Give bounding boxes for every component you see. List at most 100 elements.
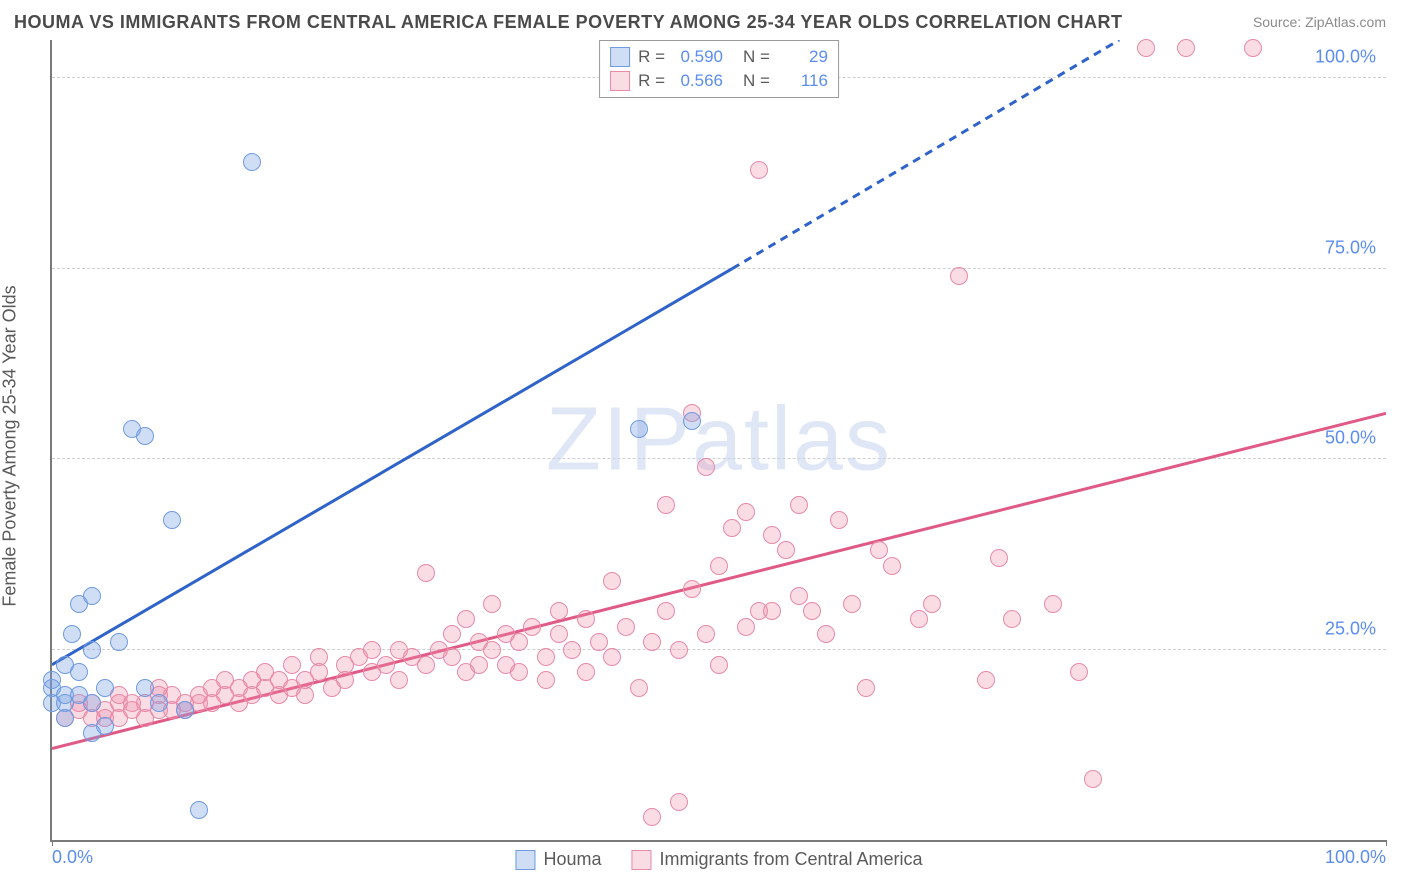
data-point bbox=[883, 557, 901, 575]
data-point bbox=[1003, 610, 1021, 628]
data-point bbox=[790, 587, 808, 605]
x-tick-label: 0.0% bbox=[52, 847, 93, 868]
legend-swatch-b2 bbox=[631, 850, 651, 870]
data-point bbox=[737, 503, 755, 521]
data-point bbox=[56, 709, 74, 727]
data-point bbox=[417, 656, 435, 674]
legend-n-label-b: N = bbox=[743, 71, 770, 91]
legend-row-a: R = 0.590 N = 29 bbox=[610, 45, 828, 69]
data-point bbox=[550, 625, 568, 643]
data-point bbox=[1137, 39, 1155, 57]
data-point bbox=[363, 641, 381, 659]
data-point bbox=[643, 808, 661, 826]
data-point bbox=[790, 496, 808, 514]
data-point bbox=[763, 526, 781, 544]
data-point bbox=[70, 663, 88, 681]
series-label-b: Immigrants from Central America bbox=[659, 849, 922, 870]
data-point bbox=[950, 267, 968, 285]
y-axis-label: Female Poverty Among 25-34 Year Olds bbox=[0, 285, 21, 606]
data-point bbox=[483, 641, 501, 659]
data-point bbox=[537, 648, 555, 666]
data-point bbox=[283, 656, 301, 674]
data-point bbox=[243, 153, 261, 171]
series-legend-item-a: Houma bbox=[515, 849, 601, 870]
data-point bbox=[163, 511, 181, 529]
data-point bbox=[910, 610, 928, 628]
data-point bbox=[523, 618, 541, 636]
data-point bbox=[470, 656, 488, 674]
legend-n-value-a: 29 bbox=[778, 47, 828, 67]
legend-n-label-a: N = bbox=[743, 47, 770, 67]
data-point bbox=[990, 549, 1008, 567]
gridline bbox=[52, 649, 1386, 650]
data-point bbox=[643, 633, 661, 651]
source-attribution: Source: ZipAtlas.com bbox=[1253, 14, 1386, 30]
y-tick-label: 75.0% bbox=[1325, 237, 1376, 258]
watermark: ZIPatlas bbox=[546, 389, 892, 492]
data-point bbox=[83, 694, 101, 712]
data-point bbox=[176, 701, 194, 719]
data-point bbox=[457, 610, 475, 628]
legend-r-value-a: 0.590 bbox=[673, 47, 723, 67]
data-point bbox=[510, 633, 528, 651]
data-point bbox=[63, 625, 81, 643]
data-point bbox=[1070, 663, 1088, 681]
data-point bbox=[603, 572, 621, 590]
series-label-a: Houma bbox=[543, 849, 601, 870]
data-point bbox=[310, 648, 328, 666]
data-point bbox=[817, 625, 835, 643]
data-point bbox=[96, 717, 114, 735]
data-point bbox=[443, 625, 461, 643]
data-point bbox=[296, 686, 314, 704]
series-legend-item-b: Immigrants from Central America bbox=[631, 849, 922, 870]
legend-r-value-b: 0.566 bbox=[673, 71, 723, 91]
data-point bbox=[670, 641, 688, 659]
gridline bbox=[52, 268, 1386, 269]
legend-r-label-b: R = bbox=[638, 71, 665, 91]
data-point bbox=[1044, 595, 1062, 613]
chart-title: HOUMA VS IMMIGRANTS FROM CENTRAL AMERICA… bbox=[14, 12, 1123, 33]
data-point bbox=[630, 679, 648, 697]
data-point bbox=[830, 511, 848, 529]
data-point bbox=[1177, 39, 1195, 57]
data-point bbox=[683, 580, 701, 598]
data-point bbox=[750, 161, 768, 179]
data-point bbox=[417, 564, 435, 582]
data-point bbox=[110, 633, 128, 651]
data-point bbox=[803, 602, 821, 620]
data-point bbox=[190, 801, 208, 819]
data-point bbox=[603, 648, 621, 666]
data-point bbox=[577, 610, 595, 628]
x-tick-label: 100.0% bbox=[1325, 847, 1386, 868]
data-point bbox=[630, 420, 648, 438]
legend-swatch-b bbox=[610, 71, 630, 91]
data-point bbox=[577, 663, 595, 681]
gridline bbox=[52, 458, 1386, 459]
data-point bbox=[697, 625, 715, 643]
data-point bbox=[763, 602, 781, 620]
data-point bbox=[737, 618, 755, 636]
data-point bbox=[710, 656, 728, 674]
legend-n-value-b: 116 bbox=[778, 71, 828, 91]
data-point bbox=[710, 557, 728, 575]
data-point bbox=[443, 648, 461, 666]
data-point bbox=[1244, 39, 1262, 57]
data-point bbox=[870, 541, 888, 559]
data-point bbox=[550, 602, 568, 620]
data-point bbox=[857, 679, 875, 697]
legend-swatch-a2 bbox=[515, 850, 535, 870]
series-legend: Houma Immigrants from Central America bbox=[515, 849, 922, 870]
data-point bbox=[843, 595, 861, 613]
data-point bbox=[1084, 770, 1102, 788]
data-point bbox=[336, 671, 354, 689]
data-point bbox=[377, 656, 395, 674]
y-tick-label: 50.0% bbox=[1325, 428, 1376, 449]
data-point bbox=[563, 641, 581, 659]
data-point bbox=[657, 496, 675, 514]
legend-r-label-a: R = bbox=[638, 47, 665, 67]
legend-row-b: R = 0.566 N = 116 bbox=[610, 69, 828, 93]
data-point bbox=[390, 671, 408, 689]
data-point bbox=[43, 671, 61, 689]
data-point bbox=[723, 519, 741, 537]
y-tick-label: 25.0% bbox=[1325, 618, 1376, 639]
